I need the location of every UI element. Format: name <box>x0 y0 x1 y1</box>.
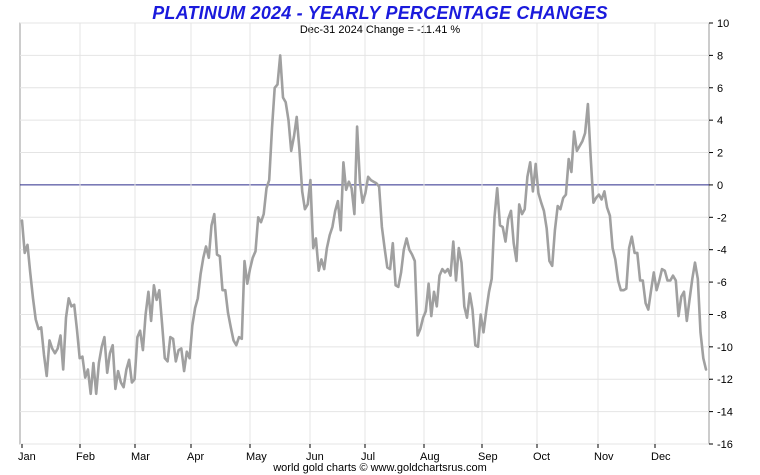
x-month-label: Jul <box>361 451 375 463</box>
series-line <box>20 54 708 396</box>
axis-layer: 10 8 6 4 2 0 -2 -4 -6 -8 -10 -12 -14 -16 Jan Feb Mar Apr M… <box>18 18 733 463</box>
y-tick-label: -14 <box>717 407 733 419</box>
chart-subtitle: Dec-31 2024 Change = -11.41 % <box>299 24 461 36</box>
x-month-label: Oct <box>533 451 550 463</box>
x-month-label: Apr <box>187 451 204 463</box>
y-tick-label: 6 <box>717 83 723 95</box>
y-tick-label: -16 <box>717 439 733 451</box>
y-tick-label: 2 <box>717 148 723 160</box>
y-tick-label: -10 <box>717 342 733 354</box>
y-tick-label: 10 <box>717 18 729 30</box>
line-layer <box>20 54 708 396</box>
y-tick-label: -8 <box>717 309 727 321</box>
y-tick-label: -6 <box>717 277 727 289</box>
x-month-label: Mar <box>131 451 150 463</box>
x-month-label: May <box>246 451 267 463</box>
y-tick-label: 8 <box>717 50 723 62</box>
x-month-label: Aug <box>420 451 440 463</box>
x-month-label: Dec <box>651 451 671 463</box>
y-tick-label: 0 <box>717 180 723 192</box>
x-month-label: Feb <box>76 451 95 463</box>
grid-layer <box>19 22 710 445</box>
y-tick-label: 4 <box>717 115 723 127</box>
y-tick-label: -4 <box>717 245 727 257</box>
y-tick-label: -12 <box>717 374 733 386</box>
x-month-label: Nov <box>594 451 614 463</box>
chart-title: PLATINUM 2024 - YEARLY PERCENTAGE CHANGE… <box>152 3 608 23</box>
x-month-label: Jun <box>306 451 324 463</box>
footer-credit: world gold charts © www.goldchartsrus.co… <box>273 462 487 474</box>
x-month-label: Sep <box>478 451 498 463</box>
y-tick-label: -2 <box>717 212 727 224</box>
x-month-label: Jan <box>18 451 36 463</box>
